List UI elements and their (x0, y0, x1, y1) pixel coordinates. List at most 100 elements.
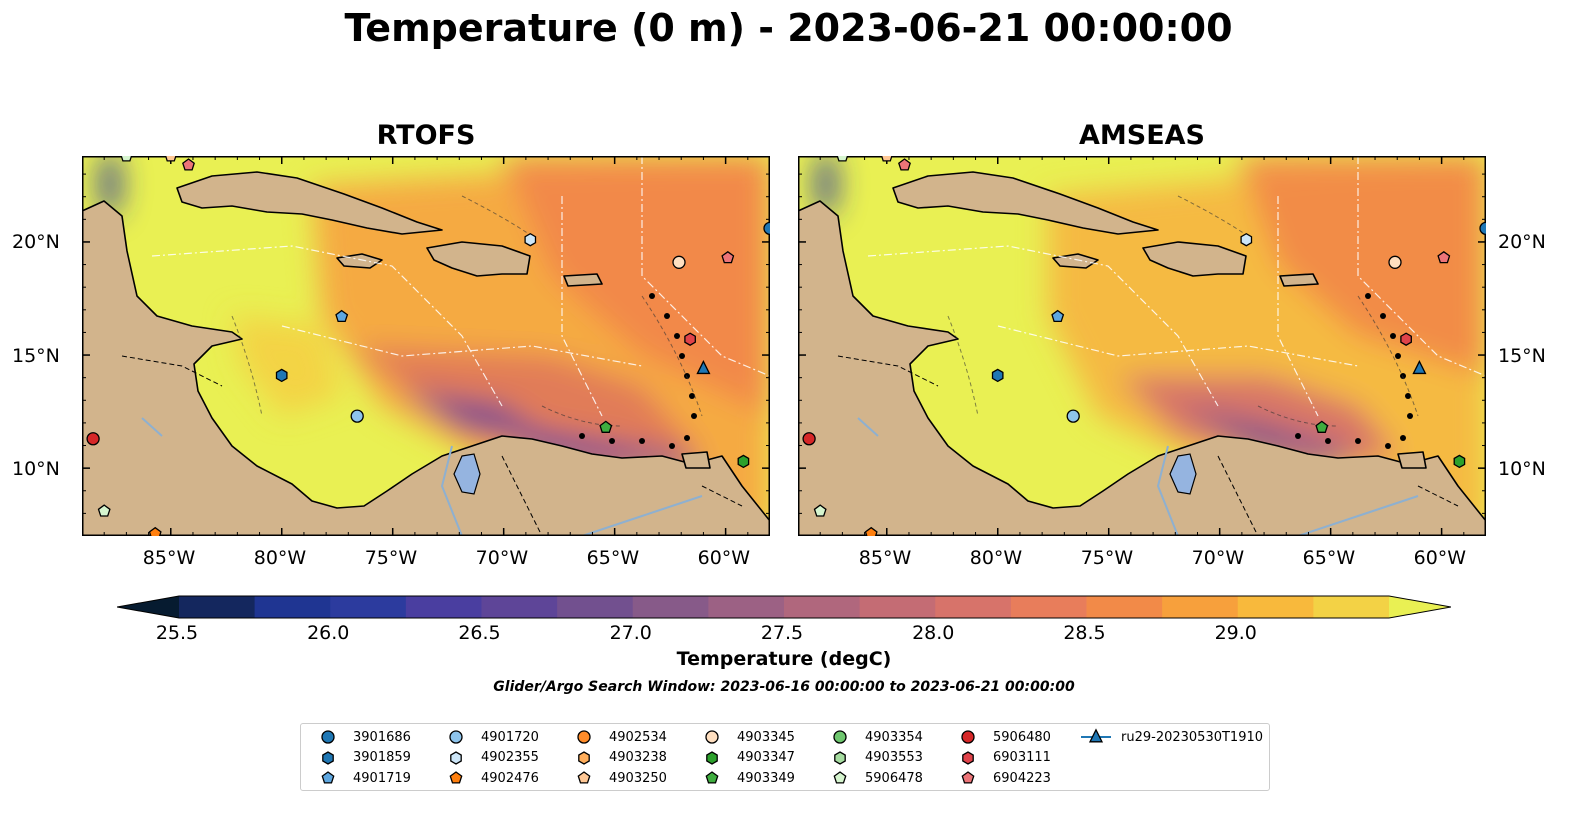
circle-marker-icon (705, 730, 719, 744)
legend-label: 4903349 (737, 770, 795, 786)
panel-title-amseas: AMSEAS (1079, 120, 1205, 151)
colorbar-segment (1237, 596, 1314, 618)
marker-4903347 (1453, 454, 1466, 469)
colorbar-tick-label: 26.5 (458, 622, 501, 644)
legend-item: 4903250 (569, 768, 667, 788)
circle-marker-icon (321, 730, 335, 744)
colorbar-tick-label: 27.0 (609, 622, 652, 644)
lat-tick-20n-left: 20°N (12, 231, 60, 253)
lat-tick-20n-right: 20°N (1498, 231, 1546, 253)
map-svg (798, 156, 1486, 536)
legend-label: 4902476 (481, 770, 539, 786)
legend-label: 3901859 (353, 750, 411, 765)
colorbar-tick-label: 28.5 (1063, 622, 1106, 644)
hexagon-marker-icon (962, 750, 974, 765)
marker-5906480 (86, 432, 100, 446)
legend-label: 4901719 (353, 770, 411, 786)
eez-boundaries (867, 156, 1486, 417)
marker-4903345 (1388, 255, 1402, 269)
hexagon-marker-icon (706, 750, 718, 765)
marker-4902355 (1240, 232, 1253, 247)
colorbar-extend-low (117, 596, 179, 618)
marker-4902355 (524, 232, 537, 247)
marker-6904223 (898, 158, 911, 171)
colorbar-segment (859, 596, 936, 618)
marker-5906478 (836, 156, 849, 162)
lon-tick-label: 75°W (364, 547, 418, 569)
colorbar-segment (405, 596, 483, 618)
legend-label: 4903345 (737, 729, 795, 745)
map-frame (82, 156, 770, 536)
lon-tick-label: 60°W (1413, 547, 1467, 569)
lon-tick-label: 70°W (475, 547, 529, 569)
pentagon-marker-icon (705, 771, 719, 784)
circle-marker-icon (577, 730, 591, 744)
hexagon-marker-icon (834, 750, 846, 765)
pentagon-marker-icon (577, 771, 591, 784)
bathymetry-contours (231, 195, 703, 427)
legend-item: 3901686 (313, 727, 411, 747)
lon-tick-label: 60°W (697, 547, 751, 569)
legend-item: 4901719 (313, 768, 411, 788)
marker-ru29-20230530T1910 (696, 359, 711, 375)
hexagon-marker-icon (322, 750, 334, 765)
colorbar-segment (1162, 596, 1239, 618)
legend-item: 4902355 (441, 748, 539, 768)
pentagon-marker-icon (833, 771, 847, 784)
legend-label: 6904223 (993, 770, 1051, 786)
land-masses (82, 171, 770, 536)
colorbar-tick-label: 28.0 (912, 622, 955, 644)
colorbar-segment (935, 596, 1012, 618)
legend-item: 4901720 (441, 727, 539, 747)
search-window-text: Glider/Argo Search Window: 2023-06-16 00… (493, 679, 1075, 695)
marker-4903349 (599, 420, 613, 433)
amseas-map (798, 156, 1486, 536)
marker-6904223 (721, 250, 735, 264)
marker-6904223 (182, 158, 195, 171)
legend-label: 3901686 (353, 729, 411, 745)
marker-4903250 (881, 156, 893, 162)
marker-5906478 (120, 156, 133, 162)
lon-tick-label: 80°W (253, 547, 307, 569)
marker-4903349 (1315, 420, 1329, 433)
marker-3901686 (1479, 221, 1486, 236)
pentagon-marker-icon (961, 771, 975, 784)
colorbar-segment (557, 596, 634, 618)
lat-tick-10n-right: 10°N (1498, 458, 1546, 480)
lon-tick-label: 75°W (1080, 547, 1134, 569)
marker-5906480 (802, 432, 816, 446)
legend-item: 4903347 (697, 748, 795, 768)
land-masses (798, 171, 1486, 536)
marker-4901720 (350, 409, 364, 423)
legend-item: ru29-20230530T1910 (1081, 727, 1263, 747)
rtofs-map (82, 156, 770, 536)
pentagon-marker-icon (449, 771, 463, 784)
marker-6903111 (1400, 332, 1412, 346)
marker-6904223 (1437, 250, 1451, 264)
colorbar-tick-label: 27.5 (760, 622, 804, 644)
marker-3901859 (275, 368, 288, 383)
figure-title: Temperature (0 m) - 2023-06-21 00:00:00 (344, 6, 1233, 50)
colorbar-segment (179, 596, 256, 618)
legend: 3901686 3901859 4901719 4901720 4902355 49024… (300, 723, 1270, 791)
legend-label: 4901720 (481, 729, 539, 745)
lon-tick-label: 85°W (142, 547, 196, 569)
marker-4903250 (165, 156, 177, 162)
marker-4902476 (864, 526, 878, 536)
pentagon-marker-icon (321, 771, 335, 784)
colorbar-segment (481, 596, 558, 618)
legend-item: 5906478 (825, 768, 923, 788)
hexagon-marker-icon (578, 750, 590, 765)
legend-label: 5906480 (993, 729, 1051, 745)
lat-tick-10n-left: 10°N (12, 458, 60, 480)
marker-4903345 (672, 255, 686, 269)
hexagon-marker-icon (450, 750, 462, 765)
colorbar (116, 592, 1452, 622)
colorbar-tick-label: 29.0 (1214, 622, 1257, 644)
bathymetry-contours (947, 195, 1419, 427)
lat-tick-15n-right: 15°N (1498, 345, 1546, 367)
circle-marker-icon (961, 730, 975, 744)
legend-label: ru29-20230530T1910 (1121, 729, 1264, 745)
legend-item: 4903349 (697, 768, 795, 788)
legend-item: 4902476 (441, 768, 539, 788)
